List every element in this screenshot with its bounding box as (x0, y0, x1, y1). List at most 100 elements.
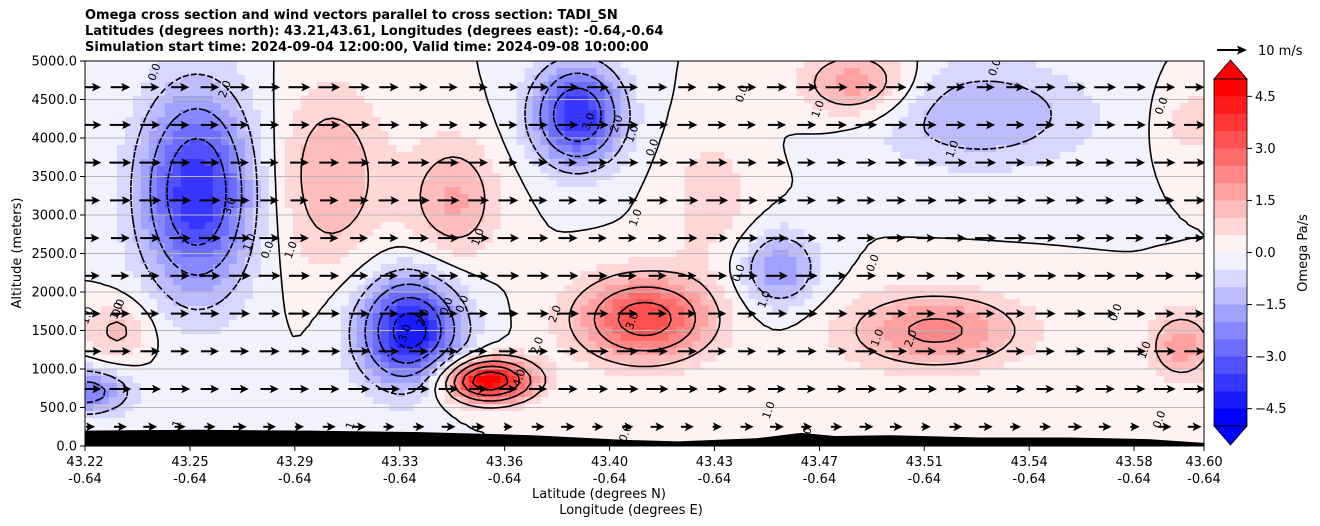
omega-cell (572, 110, 582, 118)
omega-cell (460, 271, 470, 279)
omega-cell (396, 89, 406, 97)
omega-cell (532, 201, 542, 209)
omega-cell (85, 187, 94, 195)
omega-cell (100, 117, 110, 125)
omega-cell (772, 131, 781, 139)
omega-cell (1188, 61, 1197, 69)
omega-cell (308, 187, 318, 195)
omega-cell (308, 264, 318, 272)
omega-cell (1020, 166, 1029, 174)
omega-cell (428, 194, 438, 202)
omega-cell (996, 138, 1005, 146)
omega-cell (348, 243, 358, 251)
omega-cell (212, 145, 222, 153)
omega-cell (1084, 180, 1093, 188)
omega-cell (676, 89, 686, 97)
omega-cell (1100, 180, 1109, 188)
omega-cell (572, 208, 582, 216)
omega-cell (452, 103, 462, 111)
omega-cell (796, 145, 805, 153)
omega-cell (204, 131, 214, 139)
omega-cell (1124, 229, 1133, 237)
omega-cell (580, 103, 590, 111)
omega-cell (436, 89, 446, 97)
omega-cell (700, 292, 710, 300)
omega-cell (924, 208, 933, 216)
omega-cell (932, 278, 941, 286)
omega-cell (756, 278, 765, 286)
omega-cell (260, 208, 270, 216)
omega-cell (1020, 110, 1029, 118)
omega-cell (380, 82, 390, 90)
omega-cell (164, 229, 174, 237)
omega-cell (428, 89, 438, 97)
omega-cell (708, 75, 718, 83)
omega-cell (916, 68, 925, 76)
omega-cell (124, 257, 134, 265)
omega-cell (556, 110, 566, 118)
omega-cell (572, 166, 582, 174)
omega-cell (332, 271, 342, 279)
omega-cell (1132, 145, 1141, 153)
omega-cell (1060, 166, 1069, 174)
omega-cell (396, 110, 406, 118)
omega-cell (572, 75, 582, 83)
omega-cell (740, 208, 749, 216)
omega-cell (796, 138, 805, 146)
omega-cell (604, 194, 614, 202)
omega-cell (156, 236, 166, 244)
omega-cell (988, 61, 997, 69)
omega-cell (500, 117, 510, 125)
omega-cell (676, 131, 686, 139)
omega-cell (772, 61, 781, 69)
omega-cell (484, 152, 494, 160)
omega-cell (900, 187, 909, 195)
omega-cell (1020, 68, 1029, 76)
omega-cell (812, 103, 821, 111)
omega-cell (108, 180, 118, 188)
omega-cell (236, 75, 246, 83)
omega-cell (476, 299, 486, 307)
omega-cell (420, 152, 430, 160)
omega-cell (668, 278, 678, 286)
omega-cell (1036, 131, 1045, 139)
omega-cell (452, 61, 462, 69)
omega-cell (188, 138, 198, 146)
omega-cell (308, 131, 318, 139)
omega-cell (484, 131, 494, 139)
omega-cell (516, 264, 526, 272)
omega-cell (188, 264, 198, 272)
omega-cell (836, 222, 845, 230)
omega-cell (116, 166, 126, 174)
omega-cell (284, 264, 294, 272)
omega-cell (692, 257, 702, 265)
omega-cell (468, 229, 478, 237)
omega-cell (940, 271, 949, 279)
omega-cell (1084, 166, 1093, 174)
omega-cell (1012, 103, 1021, 111)
omega-cell (204, 166, 214, 174)
omega-cell (1172, 152, 1181, 160)
omega-cell (780, 201, 789, 209)
omega-cell (1196, 285, 1204, 293)
omega-cell (564, 138, 574, 146)
omega-cell (716, 131, 726, 139)
omega-cell (500, 75, 510, 83)
omega-cell (380, 75, 390, 83)
omega-cell (684, 187, 694, 195)
omega-cell (1100, 152, 1109, 160)
omega-cell (228, 201, 238, 209)
omega-cell (676, 299, 686, 307)
omega-cell (1196, 61, 1204, 69)
omega-cell (364, 180, 374, 188)
omega-cell (108, 103, 118, 111)
omega-cell (1044, 131, 1053, 139)
omega-cell (844, 201, 853, 209)
omega-cell (132, 285, 142, 293)
omega-cell (1140, 124, 1149, 132)
omega-cell (724, 75, 734, 83)
omega-cell (372, 124, 382, 132)
omega-cell (900, 124, 909, 132)
omega-cell (692, 124, 702, 132)
omega-cell (244, 138, 254, 146)
